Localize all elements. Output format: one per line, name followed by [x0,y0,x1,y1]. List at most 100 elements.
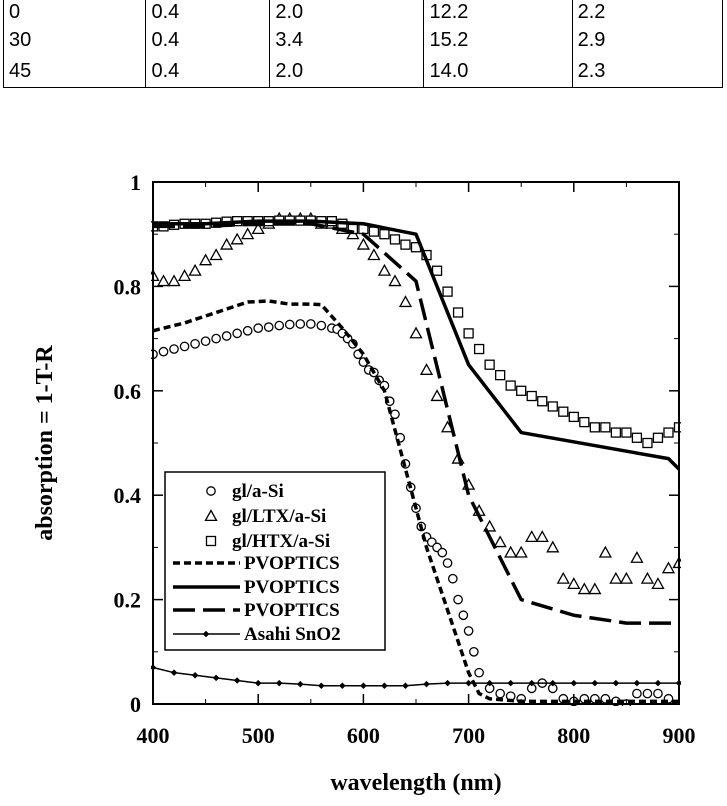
x-tick-label: 700 [452,723,485,748]
data-point [295,319,306,329]
data-point [463,328,474,339]
data-point [505,380,516,391]
data-point [251,222,265,235]
table-cell: 0 [2,0,147,25]
tick-labels: 400 500 600 700 800 900 0 0.2 0.4 0.6 0.8 1 [114,170,696,748]
data-point [452,307,464,318]
data-point [211,333,221,344]
data-point [398,295,413,308]
data-point [377,263,392,276]
data-point [453,594,463,605]
data-point [651,577,665,589]
legend-item: gl/LTX/a-Si [204,506,326,527]
table-cell: 15.2 [423,25,573,56]
data-point [442,558,453,568]
data-point [632,688,642,699]
table-cell: 12.2 [423,0,573,25]
x-tick-label: 500 [242,723,275,748]
data-point [640,571,655,584]
data-point [633,679,641,687]
table-cell: 2.0 [269,0,425,25]
data-point [158,346,169,357]
data-point [209,248,223,261]
series-6 [151,664,681,690]
legend-item: PVOPTICS [173,577,340,598]
data-point [514,545,528,558]
data-point [528,679,536,687]
data-point [263,322,274,332]
legend-item: gl/HTX/a-Si [205,531,330,552]
series-5 [153,222,679,625]
data-point [525,530,539,543]
data-point [274,320,285,331]
data-point [588,582,602,595]
x-tick-label: 600 [347,723,380,748]
data-point [305,319,316,329]
legend-label: PVOPTICS [244,577,340,598]
data-point [316,320,327,331]
data-point [179,341,190,352]
data-point [170,669,178,677]
series-line [152,299,679,704]
data-point [495,369,506,381]
data-point [198,253,213,266]
data-point [486,679,493,687]
legend-marker [204,509,218,522]
data-point [619,571,634,584]
table-row: 0 0.4 2.0 12.2 2.2 [2,0,724,25]
data-point [473,343,485,355]
table-cell: 0.4 [145,0,271,25]
data-point [447,573,458,584]
legend: gl/a-Sigl/LTX/a-Sigl/HTX/a-SiPVOPTICSPVO… [164,471,386,651]
data-point [188,263,202,276]
data-point [621,427,632,438]
data-point [169,344,179,354]
data-point [589,422,600,433]
data-point [493,535,507,548]
legend-label: PVOPTICS [244,553,340,574]
legend-marker [205,535,217,547]
data-point [220,237,234,250]
data-point [275,679,283,687]
data-point [612,679,620,687]
data-point [463,626,474,636]
table-cell: 30 [2,25,147,56]
data-point [495,688,506,699]
data-point [156,274,171,287]
series-4 [153,219,681,471]
table-cell: 45 [2,56,147,88]
data-point [535,530,549,543]
y-tick-label: 0.8 [114,274,142,299]
data-point [400,239,411,250]
data-point [642,688,653,699]
data-point [242,325,253,336]
data-point [577,582,591,595]
data-point [177,269,192,282]
data-point [556,571,570,584]
series-layer [151,211,681,706]
data-point [379,229,390,240]
data-point [474,667,484,678]
y-axis-title: absorption = 1-T-R [32,345,58,541]
legend-label: gl/HTX/a-Si [232,531,330,552]
table-cell: 0.4 [145,25,271,56]
legend-marker [202,630,210,638]
legend-item: PVOPTICS [173,553,340,574]
series-line [153,219,681,471]
data-point [409,326,423,339]
data-point [653,688,663,699]
data-point [402,682,409,690]
data-point [547,401,558,412]
data-point [537,396,548,407]
series-line [152,666,679,687]
data-point [389,234,401,245]
y-tick-label: 0.2 [114,588,142,613]
data-point [567,577,581,589]
x-tick-label: 400 [137,723,170,748]
data-point [598,545,612,558]
data-point [230,232,244,245]
ticks-layer [152,181,680,705]
data-point [654,679,662,687]
data-point [190,338,200,349]
